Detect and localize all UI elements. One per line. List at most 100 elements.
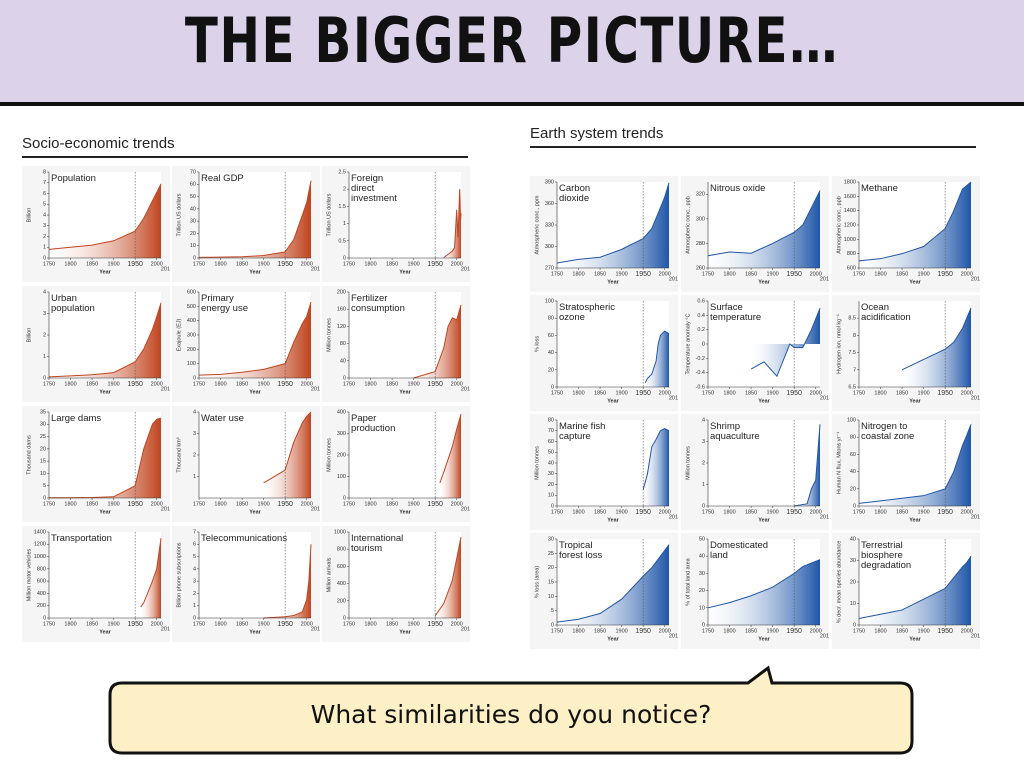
chart-svg: 0 0.5 1 1.5 2 2.5 1750 1800 1850 1900 1950 20002010… [326,169,470,275]
y-tick-label: -0.2 [696,356,705,362]
x-tick-label: 1850 [594,271,606,277]
line [707,190,821,257]
x-tick-label: 2000 [151,381,163,387]
x-tick-label: 2010 [971,514,980,520]
x-tick-label: 2000 [810,509,822,515]
x-tick-label: 2010 [971,276,980,282]
y-axis-label: Million tonnes [685,446,691,480]
chart-title: Water use [201,413,244,424]
x-axis-label: Year [607,636,619,642]
y-tick-label: 30 [850,558,856,564]
y-axis-label: Atmospheric conc., ppm [534,195,540,254]
y-tick-label: 600 [337,564,346,570]
chart-svg: 0 1 2 3 4 1750 1800 1850 1900 1950 20002010 Year Mil… [685,417,829,523]
x-tick-label: 1900 [407,261,419,267]
line [434,537,462,617]
line [901,307,972,371]
x-tick-label: 1950 [937,628,953,635]
x-tick-label: 2010 [971,633,980,639]
y-axis-label: Million arrivals [326,557,332,592]
x-tick-label: 1750 [702,390,714,396]
y-tick-label: 10 [548,493,554,499]
x-tick-label: 1900 [257,501,269,507]
y-tick-label: 360 [545,201,554,207]
x-tick-label: 2010 [971,395,980,401]
x-tick-label: 2000 [961,271,973,277]
area [645,331,669,387]
x-tick-label: 1850 [236,621,248,627]
small-chart: 0 40 80 120 160 200 1750 1800 1850 1900 1950 2000 20… [322,286,470,402]
x-tick-label: 1750 [702,271,714,277]
x-tick-label: 1900 [615,271,627,277]
chart-title: Nitrous oxide [710,183,766,194]
y-tick-label: 10 [850,601,856,607]
plot-area [349,172,461,258]
area [49,183,161,258]
x-tick-label: 1800 [64,621,76,627]
chart-svg: 0 10 20 30 40 50 1750 1800 1850 1900 1950 20002010 Y… [685,536,829,642]
y-tick-label: 30 [190,219,196,225]
chart-title: Tropical forest loss [559,540,603,561]
x-tick-label: 2010 [669,276,678,282]
chart-title: Ocean acidification [861,302,911,323]
y-tick-label: 600 [847,265,856,271]
y-tick-label: 0 [853,622,856,628]
chart-svg: 270 300 330 360 390 1750 1800 1850 1900 1950 20002… [534,179,678,285]
x-tick-label: 1850 [745,628,757,634]
x-tick-label: 1800 [723,271,735,277]
y-tick-label: 0 [43,495,46,501]
y-tick-label: 60 [548,439,554,445]
x-tick-label: 2010 [669,633,678,639]
x-tick-label: 1950 [786,509,802,516]
x-tick-label: 1900 [107,621,119,627]
y-tick-label: 2 [702,460,705,466]
chart-title: Marine fish capture [559,421,606,442]
small-chart: 0 100 200 300 400 1750 1800 1850 1900 1950 2000 201… [322,406,470,522]
y-tick-label: 40 [190,206,196,212]
plot-area [708,420,820,506]
x-tick-label: 2010 [820,395,829,401]
y-tick-label: 7 [193,529,196,535]
y-tick-label: 0 [853,503,856,509]
line [556,182,670,264]
chart-svg: 0 10 20 30 40 50 60 70 1750 1800 1850 1900 1950 20002… [176,169,320,275]
chart-title: Surface temperature [710,302,762,323]
x-tick-label: 1750 [43,621,55,627]
plot-area [49,532,161,618]
y-tick-label: 30 [699,571,705,577]
x-tick-label: 1900 [766,390,778,396]
x-tick-label: 2010 [669,395,678,401]
chart-svg: 0 200 400 600 800 1000 1200 1400 1750 1800 1850 190… [26,529,170,635]
y-tick-label: 70 [190,169,196,175]
y-tick-label: 20 [850,486,856,492]
y-tick-label: 1.5 [338,204,346,210]
x-tick-label: 1950 [635,509,651,516]
x-tick-label: 1850 [386,621,398,627]
y-axis-label: Million motor vehicles [26,548,32,601]
x-tick-label: 1800 [572,271,584,277]
x-axis-label: Year [758,636,770,642]
x-tick-label: 1900 [257,381,269,387]
x-tick-label: 1850 [86,501,98,507]
y-tick-label: 80 [548,417,554,423]
line [140,538,162,608]
chart-svg: 6.5 7 7.5 8 8.5 1750 1800 1850 1900 1950 20002010 Y… [836,301,980,404]
x-tick-label: 2010 [311,386,320,392]
chart-title: Primary energy use [201,293,249,314]
y-tick-label: 1800 [844,179,856,185]
y-tick-label: 2 [193,591,196,597]
y-tick-label: 0 [43,375,46,381]
area [443,189,461,258]
area [557,544,669,625]
x-axis-label: Year [607,279,619,285]
y-axis-label: Exajoule (EJ) [176,318,182,351]
y-tick-label: 40 [548,350,554,356]
x-tick-label: 1900 [917,628,929,634]
line [198,180,312,258]
x-axis-label: Year [99,509,111,515]
y-tick-label: 30 [548,471,554,477]
x-tick-label: 1750 [343,501,355,507]
y-tick-label: 600 [187,289,196,295]
y-tick-label: 270 [545,265,554,271]
x-tick-label: 1900 [766,509,778,515]
